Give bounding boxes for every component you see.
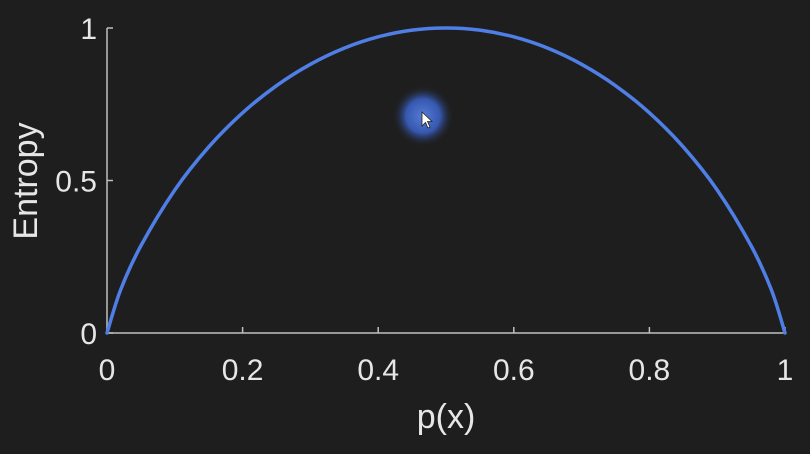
pointer-arrow-icon xyxy=(421,111,434,129)
y-tick-label: 0.5 xyxy=(55,166,97,199)
x-tick-label: 0.2 xyxy=(222,354,264,387)
ticks xyxy=(106,27,786,334)
x-tick-label: 0.8 xyxy=(629,354,671,387)
x-tick-label: 1 xyxy=(777,354,794,387)
x-axis-label: p(x) xyxy=(417,398,476,436)
mouse-cursor xyxy=(392,85,454,147)
x-tick-label: 0 xyxy=(99,354,116,387)
y-tick-label: 0 xyxy=(80,318,97,351)
y-axis-label: Entropy xyxy=(7,122,45,239)
tick-labels: 0 0.2 0.4 0.6 0.8 1 0 0.5 1 xyxy=(55,13,793,387)
x-tick-label: 0.6 xyxy=(493,354,535,387)
y-tick-label: 1 xyxy=(80,13,97,46)
x-tick-label: 0.4 xyxy=(357,354,399,387)
entropy-curve xyxy=(105,26,787,335)
axes xyxy=(106,28,785,334)
